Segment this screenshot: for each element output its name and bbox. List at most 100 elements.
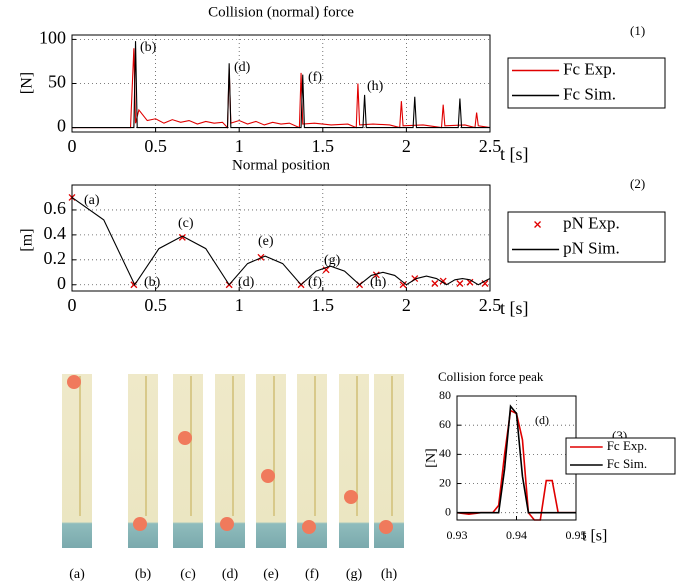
chart-title: Normal position (232, 157, 330, 173)
photo-ruler (190, 376, 192, 516)
photo-ruler (314, 376, 316, 516)
x-tick-label: 2.5 (479, 295, 502, 315)
photo-frame (173, 374, 203, 548)
data-point (439, 277, 447, 285)
photo-ruler (79, 376, 81, 516)
legend-label: pN Sim. (563, 238, 620, 257)
photo-ruler (232, 376, 234, 516)
ball (220, 517, 234, 531)
y-tick-label: 50 (48, 72, 66, 92)
chart-title: Collision (normal) force (208, 4, 354, 20)
y-tick-label: 40 (439, 446, 451, 460)
data-line (457, 404, 576, 514)
data-point (399, 281, 407, 289)
photo-ruler (273, 376, 275, 516)
data-point (466, 278, 474, 286)
x-tick-label: 0.95 (566, 528, 587, 542)
annotation: (g) (324, 253, 341, 268)
ball (133, 517, 147, 531)
legend-box (507, 57, 666, 109)
annotation: (h) (370, 275, 387, 290)
data-line (72, 48, 491, 129)
photo-label: (h) (381, 567, 398, 582)
annotation: (d) (234, 60, 251, 75)
x-tick-label: 0.93 (447, 528, 468, 542)
x-axis-label: t [s] (500, 298, 529, 318)
ball (344, 490, 358, 504)
x-tick-label: 0 (68, 295, 77, 315)
x-tick-label: 2.5 (479, 136, 502, 156)
ball (379, 520, 393, 534)
annotation: (b) (140, 40, 157, 55)
photo-frame (297, 374, 327, 548)
legend-label: Fc Sim. (607, 456, 647, 471)
photo-label: (b) (135, 567, 152, 582)
annotation: (f) (308, 275, 322, 290)
panel-tag: (2) (630, 176, 645, 191)
x-tick-label: 2 (402, 136, 411, 156)
legend-label: Fc Exp. (563, 59, 616, 78)
x-tick-label: 0 (68, 136, 77, 156)
photo-ruler (356, 376, 358, 516)
legend-label: pN Exp. (563, 213, 620, 232)
legend-label: Fc Sim. (563, 84, 616, 103)
photo-frame (339, 374, 369, 548)
y-tick-label: 60 (439, 417, 451, 431)
photo-label: (c) (180, 567, 196, 582)
annotation: (d) (535, 413, 549, 427)
x-tick-label: 1 (235, 295, 244, 315)
panel-tag: (1) (630, 23, 645, 38)
chart-title: Collision force peak (438, 369, 544, 384)
x-tick-label: 1.5 (312, 136, 335, 156)
ball (67, 375, 81, 389)
y-tick-label: 20 (439, 475, 451, 489)
y-tick-label: 80 (439, 388, 451, 402)
annotation: (c) (178, 216, 194, 231)
ball (302, 520, 316, 534)
x-tick-label: 2 (402, 295, 411, 315)
y-tick-label: 0 (445, 504, 451, 518)
photo-ruler (391, 376, 393, 516)
photo-frame (374, 374, 404, 548)
x-axis-label: t [s] (500, 144, 529, 164)
y-axis-label: [m] (19, 228, 36, 251)
photo-strip: (a) (b) (c) (d) (e) (f) (g) (h) (62, 374, 404, 582)
y-tick-label: 0.4 (44, 223, 67, 243)
ball (178, 431, 192, 445)
data-point (178, 233, 186, 241)
data-point (456, 280, 464, 287)
legend-box (565, 437, 676, 475)
data-point (372, 271, 380, 279)
x-tick-label: 0.5 (144, 295, 167, 315)
x-tick-label: 0.94 (506, 528, 527, 542)
annotation: (b) (144, 275, 161, 290)
x-tick-label: 1 (235, 136, 244, 156)
annotation: (f) (308, 70, 322, 85)
y-tick-label: 100 (39, 28, 66, 48)
photo-label: (a) (69, 567, 85, 582)
y-tick-label: 0.2 (44, 248, 67, 268)
annotation: (h) (367, 79, 384, 94)
y-tick-label: 0.6 (44, 198, 67, 218)
data-line (71, 197, 491, 286)
data-point (431, 280, 439, 287)
annotation: (e) (258, 234, 274, 249)
y-tick-label: 0 (57, 116, 66, 136)
annotation: (a) (84, 193, 100, 208)
y-tick-label: 0 (57, 273, 66, 293)
legend-swatch (534, 221, 542, 228)
photo-label: (e) (263, 567, 279, 582)
y-axis-label: [N] (19, 72, 36, 94)
photo-label: (d) (222, 567, 239, 582)
y-axis-label: [N] (424, 448, 439, 467)
photo-ruler (145, 376, 147, 516)
ball (261, 469, 275, 483)
photo-frame (256, 374, 286, 548)
plot-frame (71, 34, 491, 133)
annotation: (d) (238, 275, 255, 290)
photo-label: (f) (305, 567, 319, 582)
x-tick-label: 0.5 (144, 136, 167, 156)
data-line (72, 41, 490, 129)
legend-box (507, 211, 666, 263)
